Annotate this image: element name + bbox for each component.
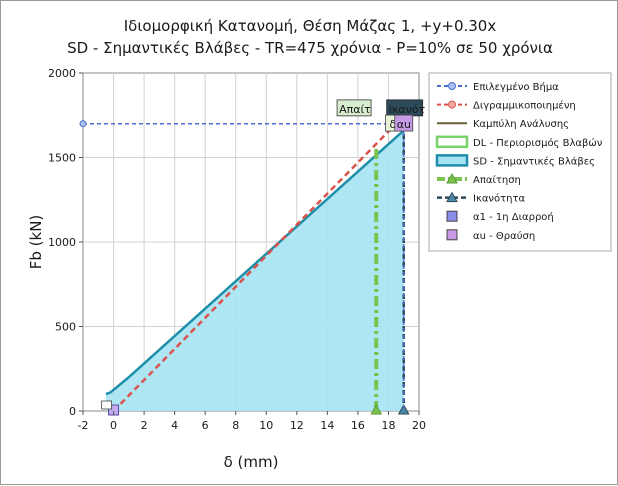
y-tick-label: 2000 — [48, 67, 76, 80]
x-tick-label: 6 — [202, 419, 209, 432]
legend-swatch-marker — [446, 191, 458, 203]
legend-swatch-marker — [446, 210, 458, 222]
demand-tag-label: Απαίτ — [339, 103, 371, 116]
selected-step-point — [79, 120, 87, 128]
legend-item-label: α1 - 1η Διαρροή — [473, 211, 554, 223]
legend-swatch-marker — [446, 172, 458, 184]
demand-marker — [370, 403, 383, 415]
legend-item-label: DL - Περιορισμός Βλαβών — [473, 137, 603, 149]
y-tick-label: 500 — [55, 321, 76, 334]
y-axis-title: Fb (kN) — [27, 215, 45, 270]
legend-item-label: Επιλεγμένο Βήμα — [473, 81, 559, 93]
x-tick-label: 14 — [320, 419, 334, 432]
x-axis-title: δ (mm) — [224, 453, 279, 471]
legend-swatch-marker — [448, 82, 456, 90]
legend-item-label: αu - Θραύση — [473, 230, 535, 242]
legend-item-label: Καμπύλη Ανάλυσης — [473, 118, 569, 130]
x-tick-label: 20 — [412, 419, 426, 432]
ultimate-tag-box — [394, 114, 414, 132]
selected-step-line — [83, 122, 405, 411]
delta-tag-label: δ — [390, 118, 397, 131]
sd-area-fill — [105, 130, 404, 411]
legend-swatch-marker — [446, 229, 458, 241]
chart-title: Ιδιομορφική Κατανομή, Θέση Μάζας 1, +y+0… — [124, 17, 497, 35]
first-yield-tag — [101, 400, 112, 410]
x-tick-label: 2 — [141, 419, 148, 432]
x-tick-label: 10 — [259, 419, 273, 432]
capacity-marker — [397, 403, 410, 415]
chart-subtitle: SD - Σημαντικές Βλάβες - TR=475 χρόνια -… — [67, 39, 553, 57]
x-tick-label: 4 — [171, 419, 178, 432]
legend-swatch-band — [435, 135, 469, 149]
x-tick-label: -2 — [78, 419, 89, 432]
analysis-curve — [105, 129, 405, 396]
y-tick-label: 1000 — [48, 236, 76, 249]
legend-item-label: Διγραμμικοποιημένη — [473, 100, 576, 112]
legend-item-label: SD - Σημαντικές Βλάβες — [473, 155, 595, 167]
legend-swatch-band — [435, 154, 469, 167]
x-tick-label: 8 — [232, 419, 239, 432]
legend-item-label: Ικανότητα — [473, 193, 526, 205]
capacity-tag-label: Ικανότ — [389, 103, 426, 116]
ultimate-tag-label: αu — [397, 118, 411, 131]
y-tick-label: 0 — [69, 405, 76, 418]
x-tick-label: 12 — [290, 419, 304, 432]
x-tick-label: 0 — [110, 419, 117, 432]
x-tick-label: 18 — [381, 419, 395, 432]
legend-item-label: Απαίτηση — [473, 174, 521, 186]
y-tick-label: 1500 — [48, 152, 76, 165]
legend-swatch-marker — [448, 100, 456, 109]
x-tick-label: 16 — [351, 419, 365, 432]
demand-tag-box — [336, 99, 372, 117]
